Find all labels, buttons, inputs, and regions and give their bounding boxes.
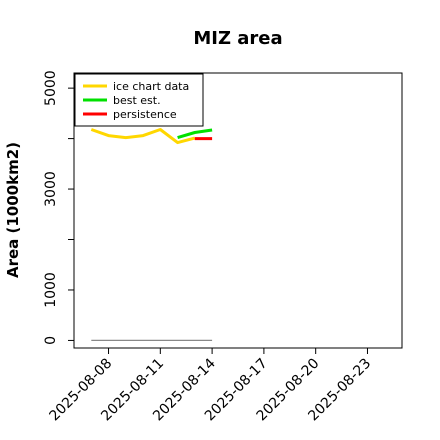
- legend-label: best est.: [113, 94, 161, 107]
- y-tick-label: 1000: [43, 272, 59, 308]
- x-axis: 2025-08-082025-08-112025-08-142025-08-17…: [47, 348, 374, 424]
- series-line-best-est: [177, 128, 213, 140]
- series-layer: [90, 128, 213, 341]
- series-line-ice-chart-data: [90, 128, 196, 145]
- legend-label: persistence: [113, 108, 177, 121]
- y-axis-label: Area (1000km2): [4, 142, 22, 278]
- y-axis: 0 1000 3000 5000: [43, 70, 74, 345]
- y-tick-label: 3000: [43, 171, 59, 207]
- y-tick-label: 0: [43, 336, 59, 345]
- legend-label: ice chart data: [113, 80, 189, 93]
- plot-frame: [73, 72, 403, 349]
- y-tick-label: 5000: [43, 70, 59, 106]
- chart-title: MIZ area: [193, 28, 282, 49]
